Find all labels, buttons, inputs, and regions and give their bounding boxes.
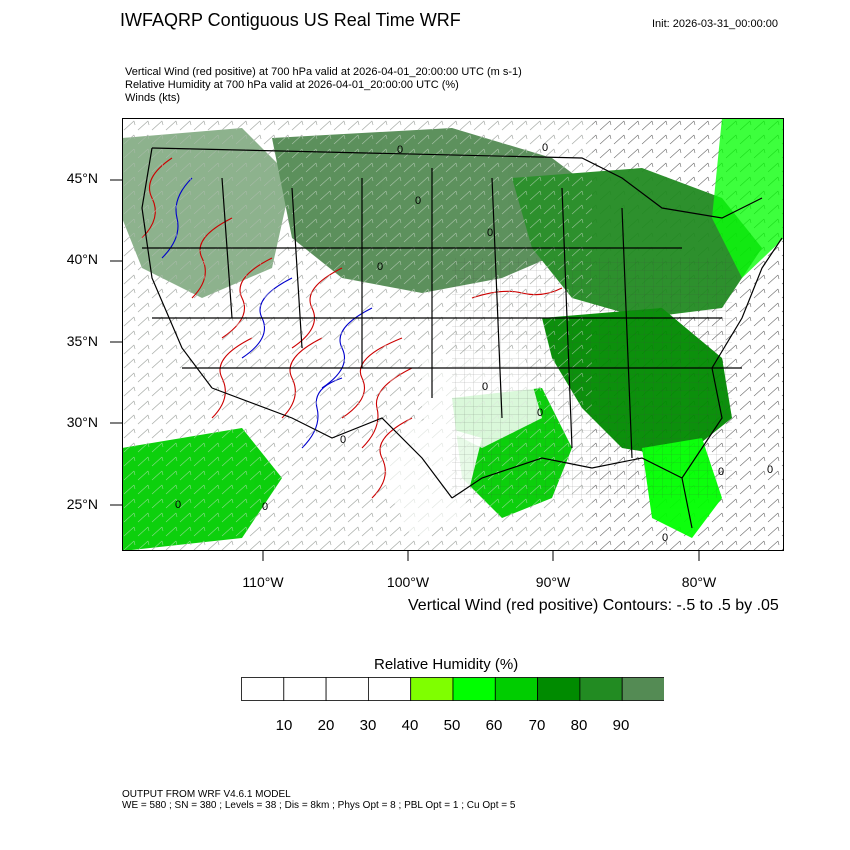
lon-label-110w: 110°W <box>242 574 284 590</box>
lat-label-30: 30°N <box>66 414 98 430</box>
contour-label: 0 <box>542 142 548 154</box>
legend-tick-40: 40 <box>401 717 419 734</box>
legend-tick-20: 20 <box>317 717 335 734</box>
legend-swatch <box>537 677 581 701</box>
lon-label-90w: 90°W <box>535 574 571 590</box>
footer-model: OUTPUT FROM WRF V4.6.1 MODEL <box>122 789 291 800</box>
contour-label: 0 <box>662 532 668 544</box>
contour-label: 0 <box>767 464 773 476</box>
legend-swatch <box>579 677 623 701</box>
legend-swatch <box>410 677 454 701</box>
legend-tick-90: 90 <box>612 717 630 734</box>
init-time: Init: 2026-03-31_00:00:00 <box>652 18 778 30</box>
contour-label: 0 <box>377 261 383 273</box>
lat-label-25: 25°N <box>66 496 98 512</box>
footer-config: WE = 580 ; SN = 380 ; Levels = 38 ; Dis … <box>122 800 516 811</box>
legend-swatch <box>452 677 496 701</box>
humidity-atlantic <box>712 118 784 278</box>
contour-label: 0 <box>340 434 346 446</box>
legend-tick-60: 60 <box>485 717 503 734</box>
us-west-coast <box>141 147 213 389</box>
legend-swatch <box>283 677 327 701</box>
contour-label: 0 <box>175 499 181 511</box>
legend-title: Relative Humidity (%) <box>374 656 519 673</box>
weather-map: 0 0 0 0 0 0 0 0 0 0 0 0 0 <box>122 118 784 551</box>
contour-note: Vertical Wind (red positive) Contours: -… <box>408 597 779 614</box>
wind-barbs-land <box>122 118 592 551</box>
contour-label: 0 <box>718 466 724 478</box>
lat-label-40: 40°N <box>66 251 98 267</box>
canada-border <box>151 147 763 219</box>
legend-tick-80: 80 <box>570 717 588 734</box>
political-boundaries <box>141 147 783 529</box>
contour-label: 0 <box>537 407 543 419</box>
lat-label-35: 35°N <box>66 333 98 349</box>
lon-ticks <box>262 551 700 561</box>
legend-tick-10: 10 <box>275 717 293 734</box>
legend-tick-70: 70 <box>528 717 546 734</box>
lat-ticks <box>110 179 122 506</box>
zero-contour-labels: 0 0 0 0 0 0 0 0 0 0 0 0 0 <box>175 142 773 544</box>
legend-swatch <box>494 677 539 701</box>
legend-swatch <box>241 677 285 701</box>
mexico-border <box>211 387 453 499</box>
description-line-winds: Winds (kts) <box>125 92 180 104</box>
description-line-vertical-wind: Vertical Wind (red positive) at 700 hPa … <box>125 66 522 78</box>
contour-label: 0 <box>487 227 493 239</box>
description-line-relative-humidity: Relative Humidity at 700 hPa valid at 20… <box>125 79 459 91</box>
lon-label-80w: 80°W <box>681 574 717 590</box>
contour-label: 0 <box>415 195 421 207</box>
contour-label: 0 <box>397 144 403 156</box>
chart-title: IWFAQRP Contiguous US Real Time WRF <box>120 10 461 30</box>
legend-color-bar <box>241 677 664 701</box>
contour-label: 0 <box>262 501 268 513</box>
lat-label-45: 45°N <box>66 170 98 186</box>
legend-swatch <box>368 677 412 701</box>
legend-tick-30: 30 <box>359 717 377 734</box>
legend-swatch <box>621 677 664 701</box>
legend-tick-50: 50 <box>443 717 461 734</box>
legend-swatch <box>325 677 369 701</box>
lon-label-100w: 100°W <box>386 574 430 590</box>
map-border <box>122 118 784 551</box>
east-coast <box>681 237 783 479</box>
contour-label: 0 <box>482 381 488 393</box>
